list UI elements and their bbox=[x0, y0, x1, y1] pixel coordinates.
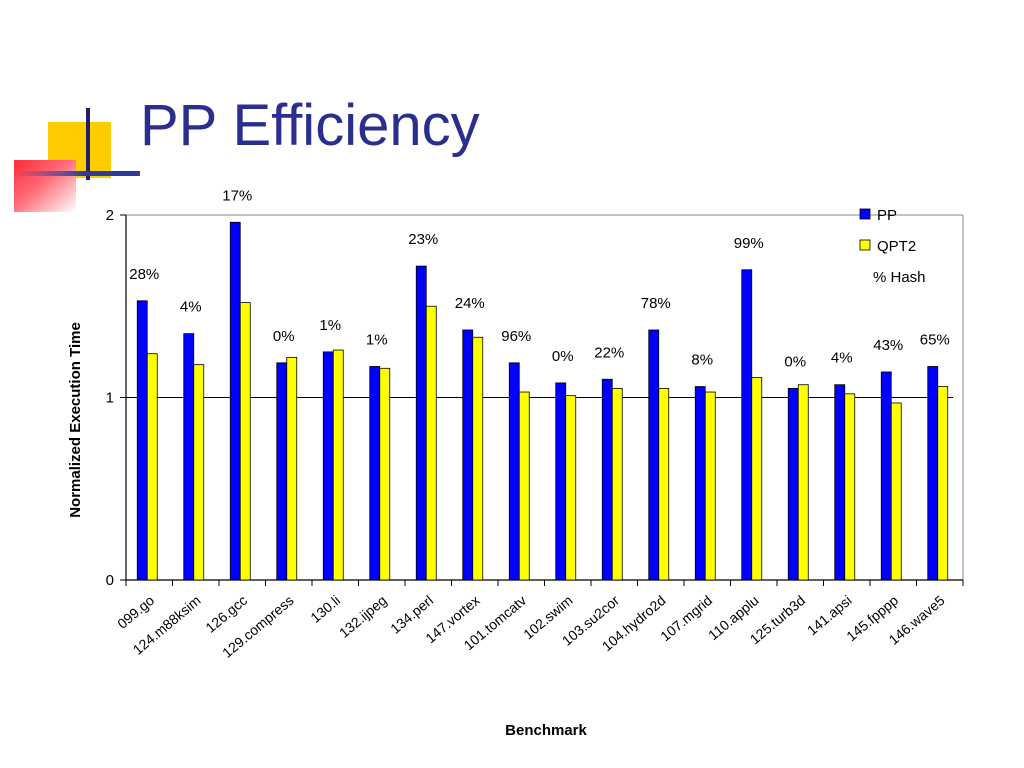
x-axis-label: Benchmark bbox=[505, 722, 587, 739]
hash-percent-label: 23% bbox=[408, 231, 438, 248]
bar-pp bbox=[462, 329, 474, 581]
legend-swatch bbox=[859, 239, 871, 251]
bar-qpt2 bbox=[611, 387, 623, 581]
hash-percent-label: 1% bbox=[366, 331, 388, 348]
x-tick-label: 107.mgrid bbox=[657, 592, 715, 644]
bar-qpt2 bbox=[797, 384, 809, 581]
bar-qpt2 bbox=[286, 356, 298, 581]
y-tick-label: 1 bbox=[106, 390, 114, 407]
bar-qpt2 bbox=[146, 353, 158, 581]
legend-label: % Hash bbox=[873, 269, 926, 286]
slide-title: PP Efficiency bbox=[140, 93, 480, 158]
bar-pp bbox=[648, 329, 660, 581]
hash-percent-label: 43% bbox=[873, 337, 903, 354]
hash-percent-label: 28% bbox=[129, 266, 159, 283]
chart-axes: 0 1 2 bbox=[106, 207, 964, 589]
hash-percent-label: 17% bbox=[222, 187, 252, 204]
bar-pp bbox=[787, 387, 799, 581]
bar-qpt2 bbox=[332, 349, 344, 581]
bar-pp bbox=[136, 300, 148, 581]
decorative-horizontal-line bbox=[14, 171, 140, 176]
hash-percent-label: 0% bbox=[273, 328, 295, 345]
hash-percent-label: 4% bbox=[831, 350, 853, 367]
x-tick-label: 099.go bbox=[114, 592, 157, 632]
bar-qpt2 bbox=[658, 387, 670, 581]
legend-label: PP bbox=[877, 207, 897, 224]
bar-pp bbox=[229, 221, 241, 581]
bar-qpt2 bbox=[751, 377, 763, 581]
decorative-red-square bbox=[14, 160, 76, 212]
bar-qpt2 bbox=[239, 302, 251, 581]
bar-pp bbox=[880, 371, 892, 581]
bar-pp bbox=[415, 265, 427, 581]
hash-percent-label: 96% bbox=[501, 328, 531, 345]
bar-pp bbox=[276, 362, 288, 581]
bar-pp bbox=[183, 333, 195, 581]
hash-percent-label: 99% bbox=[734, 235, 764, 252]
x-tick-label: 130.li bbox=[307, 592, 343, 626]
legend-swatch bbox=[859, 208, 871, 220]
bar-qpt2 bbox=[937, 386, 949, 581]
bar-qpt2 bbox=[844, 393, 856, 581]
bar-pp bbox=[694, 386, 706, 581]
chart-legend: PP QPT2 % Hash bbox=[859, 207, 926, 286]
bar-qpt2 bbox=[565, 395, 577, 581]
bar-qpt2 bbox=[379, 367, 391, 581]
hash-percent-label: 22% bbox=[594, 344, 624, 361]
bar-pp bbox=[508, 362, 520, 581]
bar-pp bbox=[601, 378, 613, 581]
bar-pp bbox=[322, 351, 334, 581]
y-tick-label: 0 bbox=[106, 572, 114, 589]
bar-pp bbox=[555, 382, 567, 581]
bar-qpt2 bbox=[704, 391, 716, 581]
hash-percent-label: 4% bbox=[180, 299, 202, 316]
hash-percent-label: 24% bbox=[455, 295, 485, 312]
hash-percent-label: 8% bbox=[691, 352, 713, 369]
legend-label: QPT2 bbox=[877, 238, 916, 255]
y-tick-label: 2 bbox=[106, 207, 114, 224]
bar-qpt2 bbox=[472, 336, 484, 581]
hash-percent-label: 0% bbox=[552, 348, 574, 365]
hash-percent-label: 78% bbox=[641, 295, 671, 312]
bar-pp bbox=[741, 269, 753, 581]
hash-percent-label: 1% bbox=[319, 317, 341, 334]
bar-qpt2 bbox=[518, 391, 530, 581]
chart-bars bbox=[136, 221, 949, 581]
bar-qpt2 bbox=[890, 402, 902, 581]
hash-percent-label: 65% bbox=[920, 331, 950, 348]
bar-qpt2 bbox=[425, 305, 437, 581]
bar-pp bbox=[369, 366, 381, 581]
x-tick-label: 132.ijpeg bbox=[336, 592, 390, 641]
hash-percent-label: 0% bbox=[784, 353, 806, 370]
bar-qpt2 bbox=[193, 364, 205, 581]
bar-pp bbox=[927, 366, 939, 581]
decorative-vertical-line bbox=[86, 108, 90, 180]
y-axis-label: Normalized Execution Time bbox=[67, 322, 84, 518]
bar-pp bbox=[834, 384, 846, 581]
